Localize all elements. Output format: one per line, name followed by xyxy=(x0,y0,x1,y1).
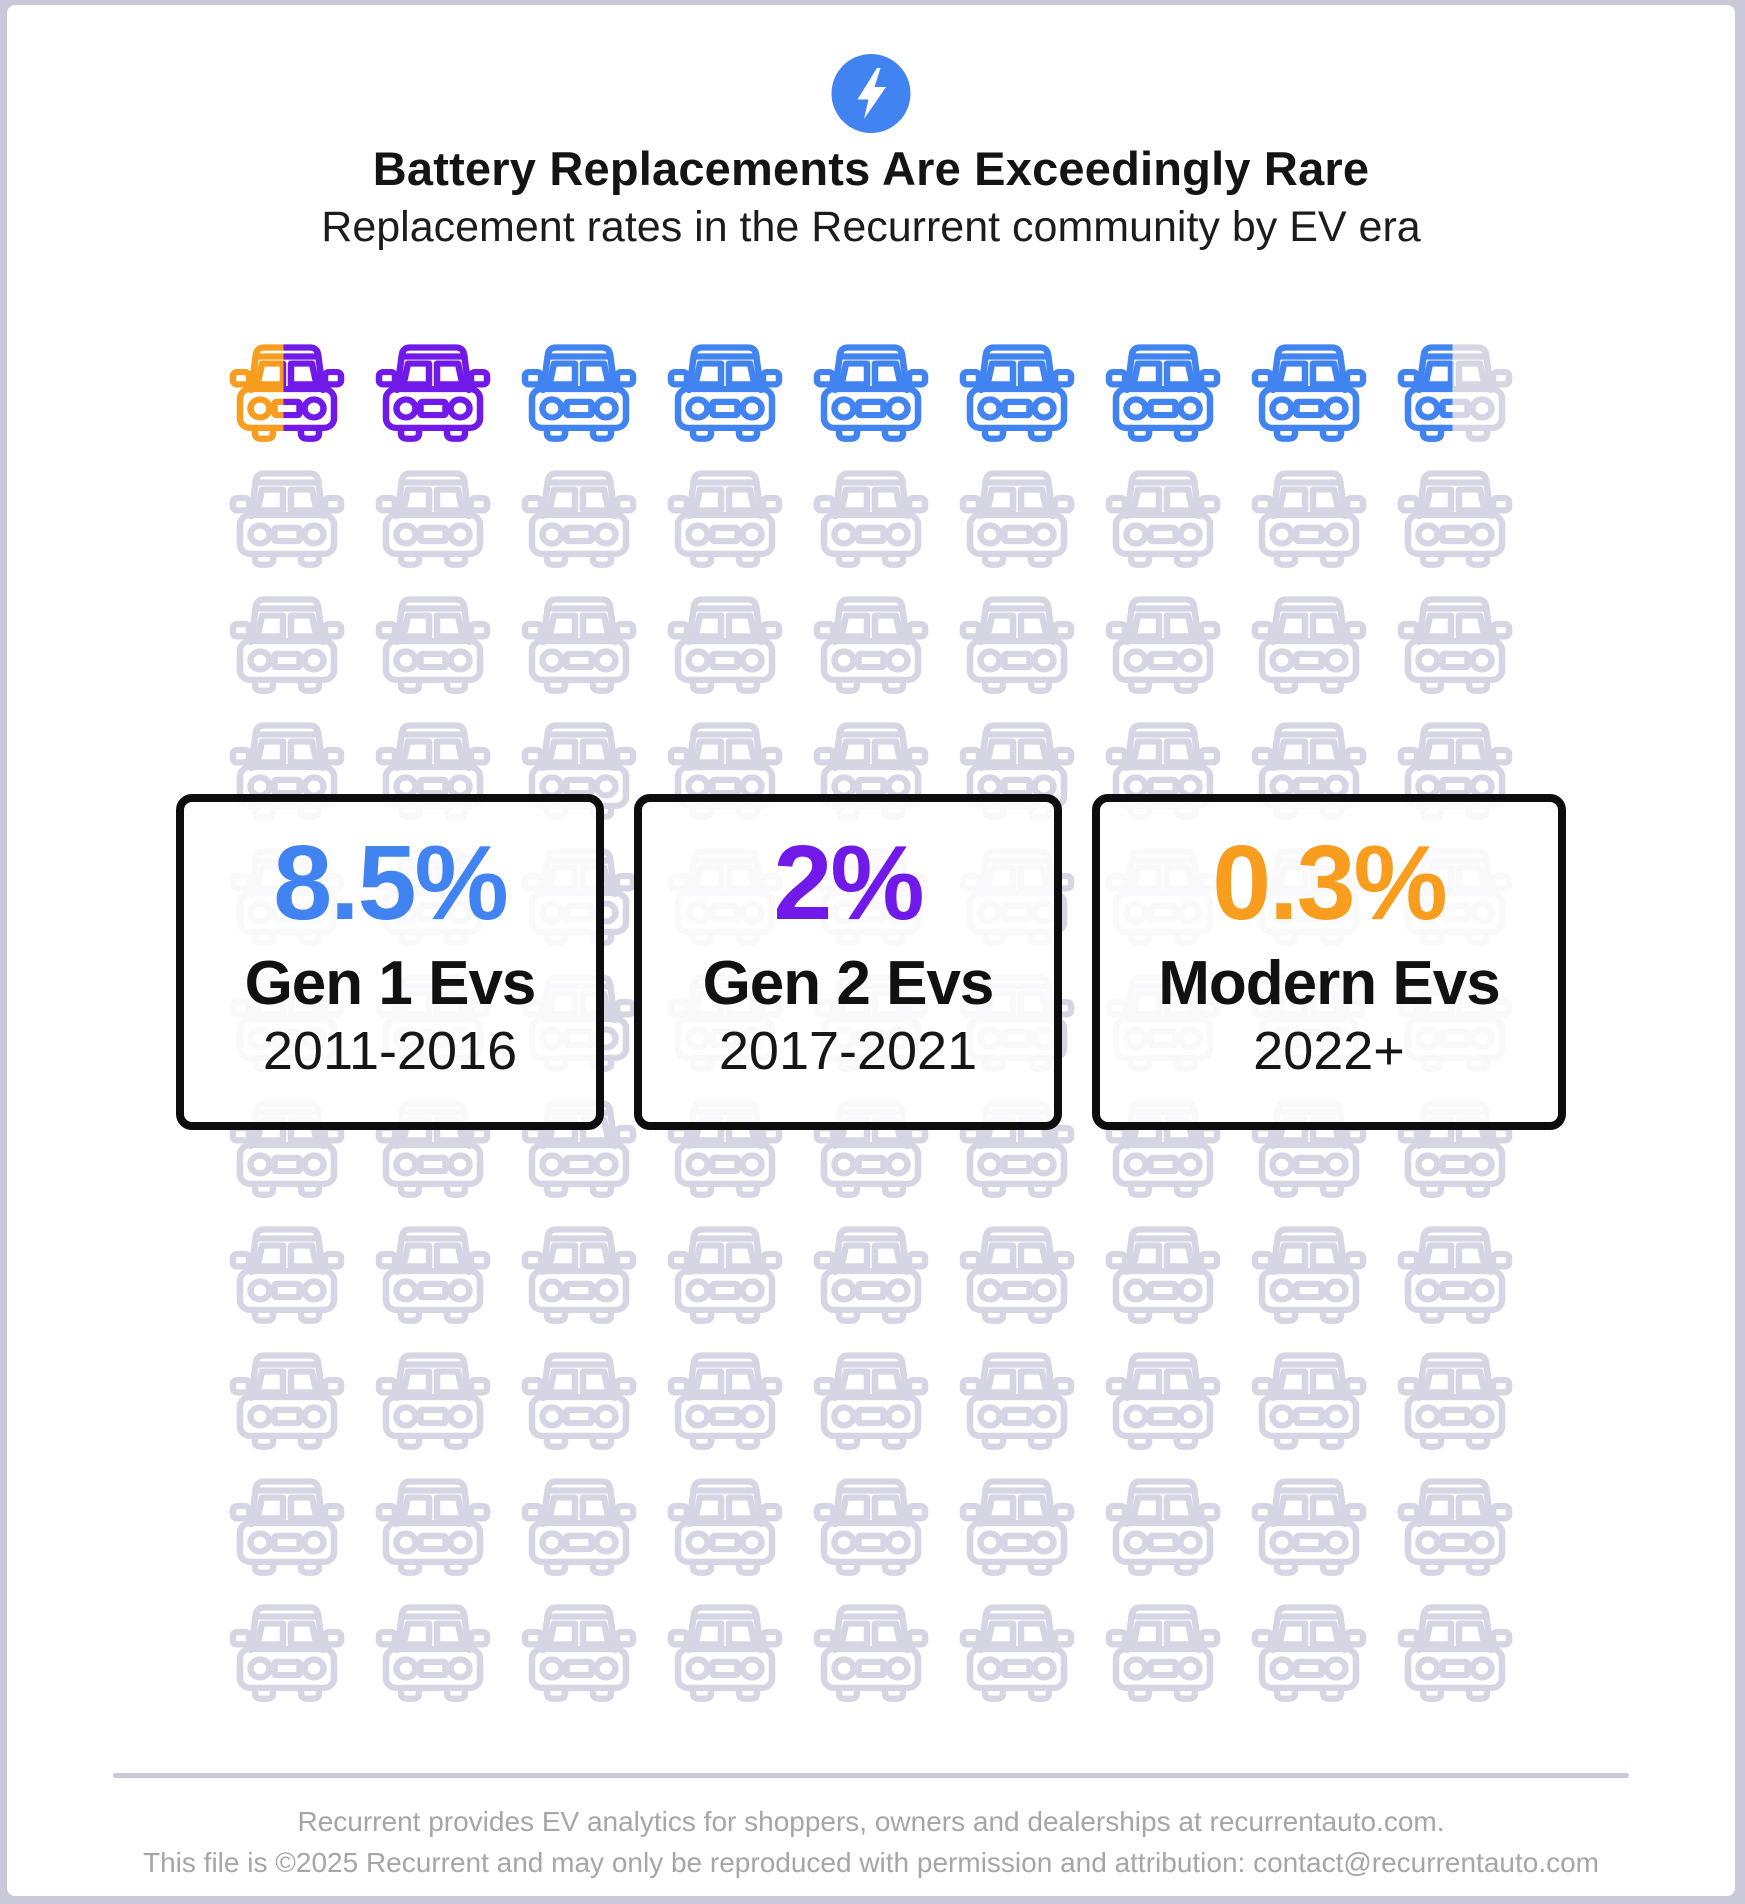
car-icon xyxy=(958,1347,1076,1451)
car-icon xyxy=(958,1599,1076,1703)
car-icon xyxy=(1396,591,1514,695)
car-icon xyxy=(374,1221,492,1325)
car-icon xyxy=(228,1347,346,1451)
car-icon xyxy=(666,339,784,443)
car-icon xyxy=(228,339,346,443)
car-icon xyxy=(958,465,1076,569)
car-icon xyxy=(1396,465,1514,569)
car-icon xyxy=(1250,1599,1368,1703)
car-icon xyxy=(958,1221,1076,1325)
car-icon xyxy=(374,1347,492,1451)
car-icon xyxy=(666,1599,784,1703)
car-icon xyxy=(374,1599,492,1703)
car-icon xyxy=(1396,1473,1514,1577)
car-icon xyxy=(520,465,638,569)
car-icon xyxy=(666,1347,784,1451)
car-icon xyxy=(520,1473,638,1577)
car-icon xyxy=(1396,717,1514,821)
car-icon xyxy=(812,1221,930,1325)
stat-years-modern: 2022+ xyxy=(1253,1021,1405,1082)
pictogram-row xyxy=(228,465,1514,569)
car-icon xyxy=(1396,1221,1514,1325)
car-icon xyxy=(1104,339,1222,443)
car-icon xyxy=(1250,339,1368,443)
pictogram-row xyxy=(228,339,1514,443)
car-icon xyxy=(958,591,1076,695)
car-icon xyxy=(1250,465,1368,569)
car-icon xyxy=(1250,1221,1368,1325)
car-icon xyxy=(666,591,784,695)
car-icon xyxy=(812,591,930,695)
car-icon xyxy=(812,1473,930,1577)
pictogram-row xyxy=(228,1473,1514,1577)
pictogram-row xyxy=(228,1221,1514,1325)
stat-box-modern: 0.3% Modern Evs 2022+ xyxy=(1092,794,1566,1130)
car-icon xyxy=(520,339,638,443)
car-icon xyxy=(958,339,1076,443)
footer-line-1: Recurrent provides EV analytics for shop… xyxy=(297,1806,1445,1837)
pictogram-grid xyxy=(228,339,1514,1703)
car-icon xyxy=(228,1221,346,1325)
pictogram-row xyxy=(228,1347,1514,1451)
car-icon xyxy=(374,339,492,443)
car-icon xyxy=(812,1599,930,1703)
car-icon xyxy=(666,1221,784,1325)
footer-line-2: This file is ©2025 Recurrent and may onl… xyxy=(143,1847,1599,1878)
stat-value-gen1: 8.5% xyxy=(273,824,509,942)
car-icon xyxy=(1104,1599,1222,1703)
stat-label-modern: Modern Evs xyxy=(1158,949,1500,1019)
car-icon xyxy=(374,465,492,569)
car-icon xyxy=(1396,1599,1514,1703)
car-icon xyxy=(1250,1473,1368,1577)
car-icon xyxy=(812,339,930,443)
car-icon xyxy=(228,591,346,695)
car-icon xyxy=(228,1473,346,1577)
car-icon xyxy=(1250,591,1368,695)
stat-value-gen2: 2% xyxy=(773,824,924,942)
stat-boxes: 8.5% Gen 1 Evs 2011-2016 2% Gen 2 Evs 20… xyxy=(7,794,1735,1130)
car-icon xyxy=(1104,591,1222,695)
car-icon xyxy=(812,465,930,569)
car-icon xyxy=(666,1473,784,1577)
car-icon xyxy=(520,1599,638,1703)
stat-value-modern: 0.3% xyxy=(1212,824,1448,942)
car-icon xyxy=(1396,339,1514,443)
stat-years-gen2: 2017-2021 xyxy=(718,1021,978,1082)
car-icon xyxy=(228,1599,346,1703)
car-icon xyxy=(520,1347,638,1451)
infographic-card: Battery Replacements Are Exceedingly Rar… xyxy=(7,5,1735,1896)
footer-text: Recurrent provides EV analytics for shop… xyxy=(7,1801,1735,1883)
car-icon xyxy=(520,591,638,695)
car-icon xyxy=(520,1221,638,1325)
stat-label-gen1: Gen 1 Evs xyxy=(244,949,537,1019)
pictogram-row xyxy=(228,1599,1514,1703)
stat-years-gen1: 2011-2016 xyxy=(262,1021,518,1082)
car-icon xyxy=(666,465,784,569)
page-subtitle: Replacement rates in the Recurrent commu… xyxy=(321,203,1421,251)
pictogram-row xyxy=(228,591,1514,695)
car-icon xyxy=(1104,465,1222,569)
car-icon xyxy=(1396,1347,1514,1451)
car-icon xyxy=(1104,1473,1222,1577)
page-title: Battery Replacements Are Exceedingly Rar… xyxy=(372,142,1370,195)
car-icon xyxy=(228,465,346,569)
stat-label-gen2: Gen 2 Evs xyxy=(702,949,995,1019)
car-icon xyxy=(1104,1221,1222,1325)
lightning-bolt-icon xyxy=(831,54,911,133)
car-icon xyxy=(958,1473,1076,1577)
car-icon xyxy=(374,591,492,695)
car-icon xyxy=(374,1473,492,1577)
footer-divider xyxy=(113,1773,1629,1778)
car-icon xyxy=(1104,1347,1222,1451)
car-icon xyxy=(812,1347,930,1451)
stat-box-gen2: 2% Gen 2 Evs 2017-2021 xyxy=(634,794,1062,1130)
stat-box-gen1: 8.5% Gen 1 Evs 2011-2016 xyxy=(176,794,604,1130)
car-icon xyxy=(1250,1347,1368,1451)
